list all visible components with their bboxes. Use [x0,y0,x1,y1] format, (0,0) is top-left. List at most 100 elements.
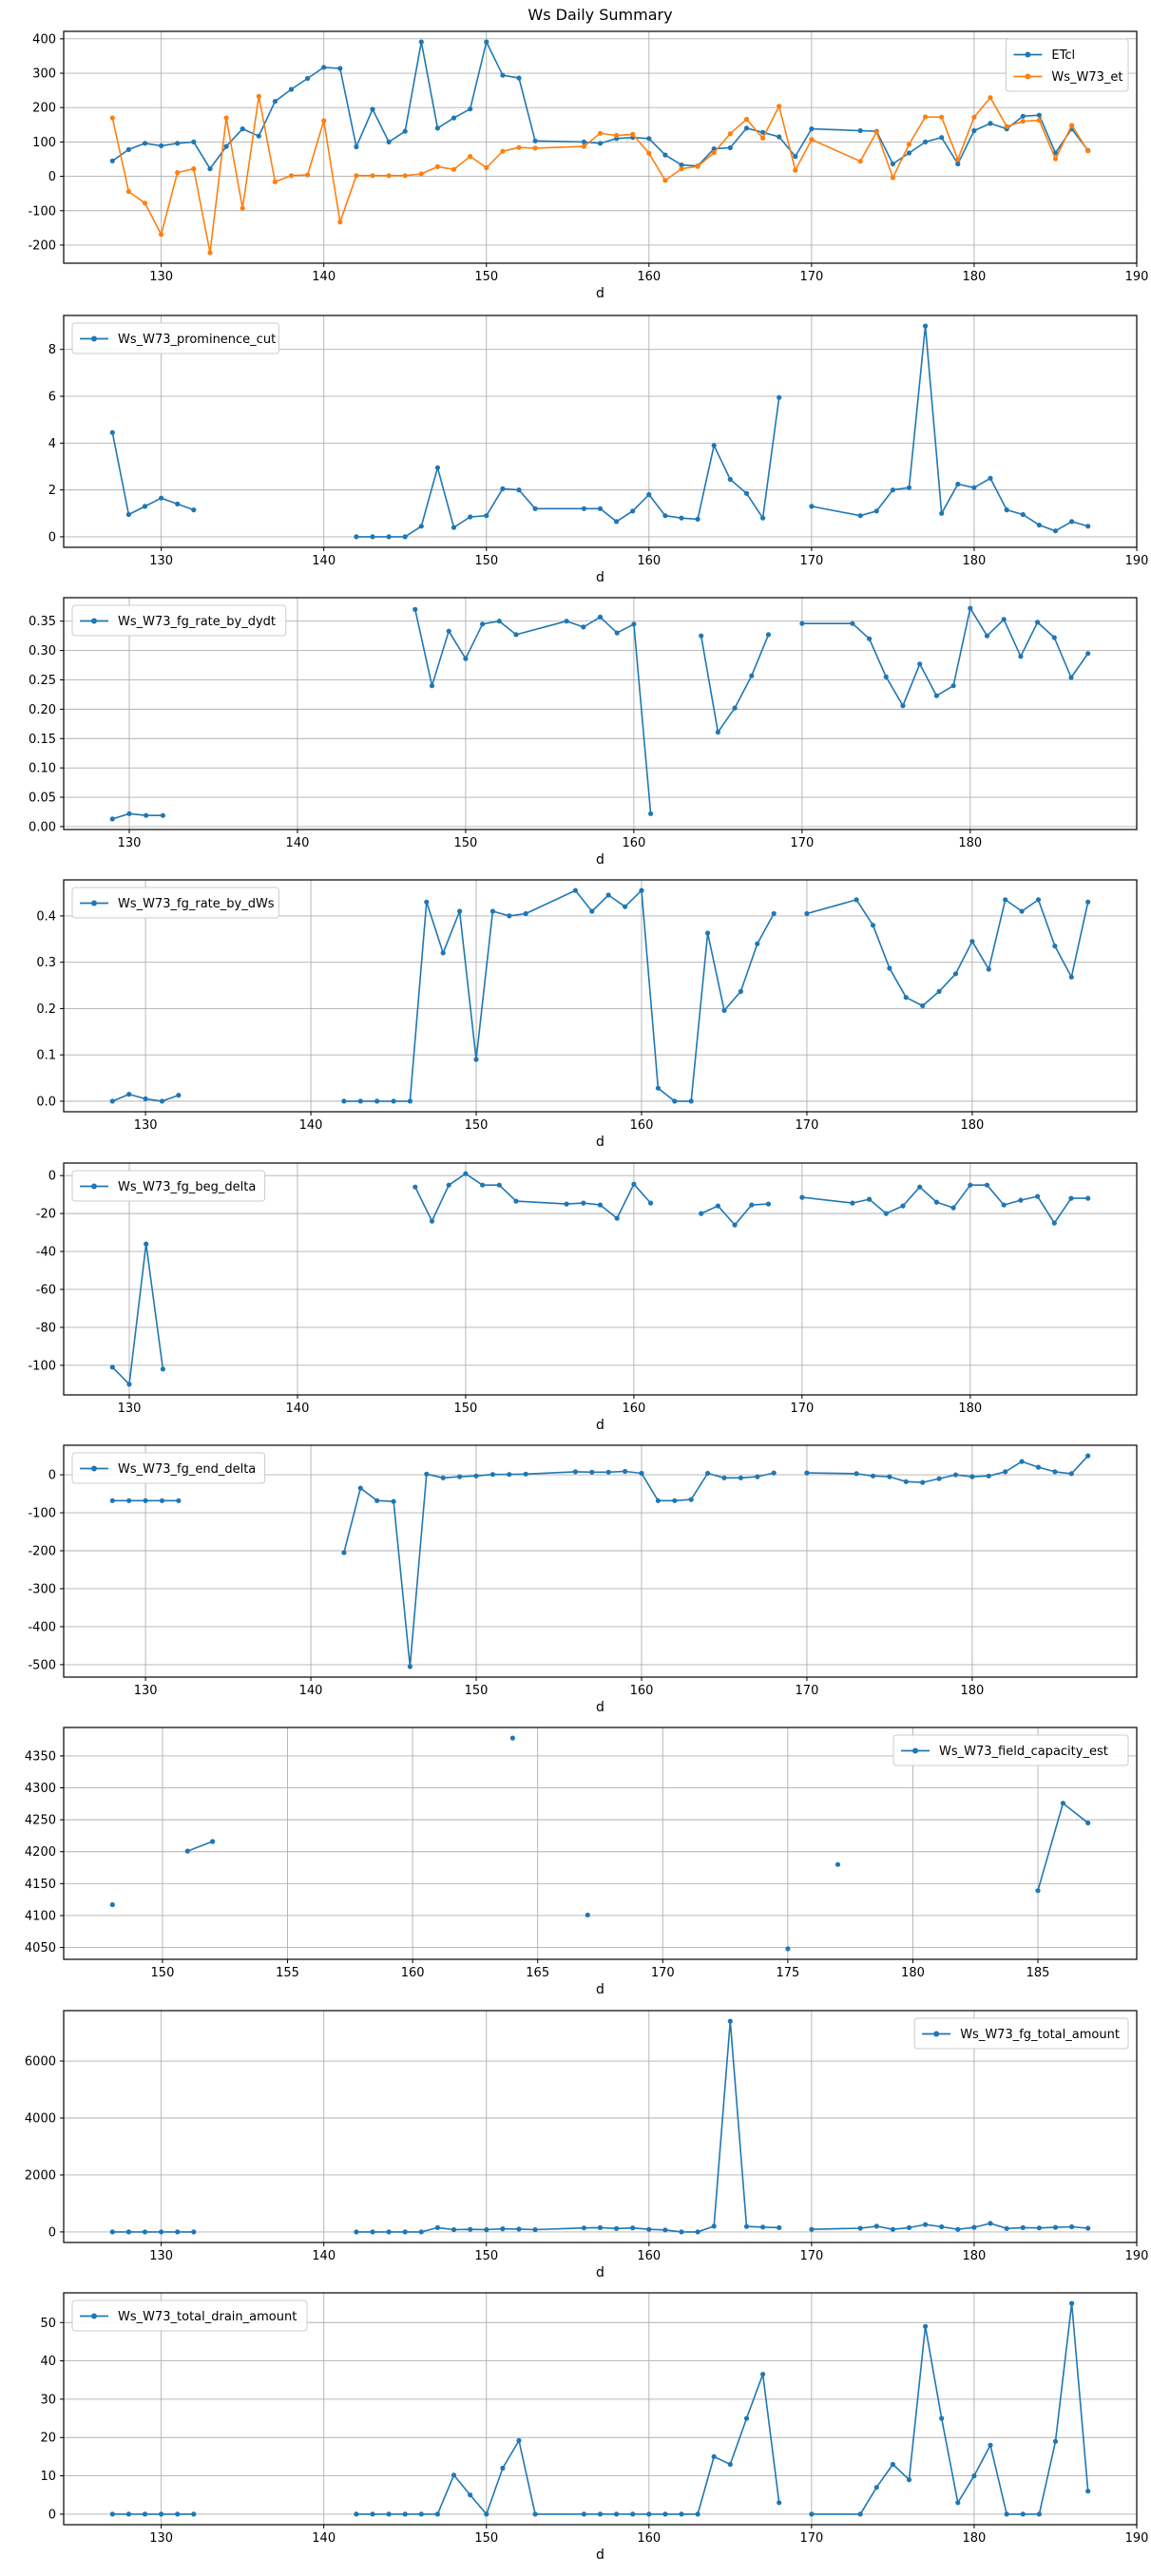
data-point [516,2437,522,2444]
data-point [765,632,772,638]
data-point [407,1098,412,1104]
y-tick-label: 0 [48,1469,56,1483]
y-tick-label: -100 [28,1507,56,1521]
series-line-Ws_W73_fg_rate_by_dydt [112,812,163,820]
data-point [952,1472,959,1478]
data-point [1020,2224,1026,2230]
data-point [971,2224,977,2230]
y-tick-label: 0 [48,530,56,544]
data-point [809,2226,815,2232]
data-point [760,135,766,141]
y-tick-label: -40 [36,1246,56,1260]
x-tick-label: 160 [401,1966,425,1980]
data-point [727,476,733,483]
legend-box [71,2299,308,2332]
data-point [402,173,408,179]
series-line-ETcl [111,41,1089,170]
data-point [630,508,636,514]
data-point [581,143,587,149]
data-point [159,2229,164,2235]
data-point [424,899,430,905]
data-point [646,2226,652,2232]
data-point [175,170,181,176]
data-point [125,511,131,518]
data-point [175,2229,181,2235]
data-point [429,683,435,689]
data-point [341,1098,347,1104]
y-tick-label: 0.25 [29,674,56,688]
legend: Ws_W73_fg_total_amount [913,2017,1129,2050]
x-tick-label: 160 [637,2531,661,2546]
legend: Ws_W73_prominence_cut [71,322,279,354]
subplot-fg-rate-by-dws: 130 140 150 160 170 180 0.4 0.3 0.2 0.1 0.0 d Ws_W73… [36,879,1138,1150]
data-point [240,126,245,132]
x-tick-label: 190 [1125,2249,1149,2263]
data-point [451,525,457,530]
data-point [484,164,489,171]
data-point [191,507,197,513]
subplot-etcl-et: 130 140 150 160 170 180 190 400 300 200 100 0 -100 -2… [28,30,1148,301]
x-tick-label: 150 [151,1966,175,1980]
y-tick-label: -200 [28,1545,56,1559]
y-tick-label: -20 [36,1208,56,1222]
data-point [873,508,879,514]
data-point [614,2511,620,2517]
data-point [500,2226,506,2232]
data-point [887,965,892,971]
data-point [662,152,668,158]
data-point [988,2221,993,2226]
data-point [955,481,961,487]
data-point [354,2511,359,2517]
data-point [655,1498,662,1503]
data-point [513,1198,519,1204]
legend-label: Ws_W73_fg_end_delta [118,1462,256,1477]
data-point [988,475,993,481]
x-tick-label: 130 [118,1402,142,1416]
data-point [597,130,604,136]
x-tick-label: 180 [901,1966,925,1980]
data-point [337,66,343,71]
data-point [429,1218,435,1224]
y-tick-label: -100 [28,204,56,219]
data-point [867,636,873,641]
data-point [473,1473,479,1479]
data-point [988,95,993,101]
y-tick-label: -100 [28,1359,56,1373]
x-tick-label: 165 [526,1966,549,1980]
legend-label: Ws_W73_total_drain_amount [118,2310,297,2324]
data-point [446,628,451,634]
data-point [159,1498,165,1503]
legend-marker [912,1747,918,1754]
data-point [646,136,652,142]
y-tick-label: 0.2 [36,1002,56,1017]
data-point [125,188,131,195]
data-point [354,173,359,179]
data-point [516,487,522,493]
data-point [175,141,181,146]
data-point [639,887,644,893]
data-point [679,515,684,521]
data-point [986,966,991,972]
y-tick-label: 10 [40,2470,56,2484]
data-point [857,2225,863,2231]
data-point [688,1098,694,1104]
x-tick-label: 130 [118,836,142,850]
x-tick-label: 190 [1125,2531,1149,2546]
y-tick-label: -300 [28,1582,56,1596]
data-point [1085,1453,1091,1459]
data-point [159,495,164,501]
data-point [126,1092,132,1097]
data-point [402,534,408,540]
data-point [906,2224,912,2230]
data-point [903,1479,909,1484]
data-point [679,2511,684,2517]
data-point [1052,1469,1058,1475]
axes-border [63,2010,1138,2243]
data-point [971,114,977,120]
x-tick-label: 150 [454,836,478,850]
data-point [933,693,940,698]
legend-box [71,322,279,354]
data-point [305,172,311,178]
data-point [496,1182,502,1188]
y-tick-label: 4050 [25,1941,56,1956]
